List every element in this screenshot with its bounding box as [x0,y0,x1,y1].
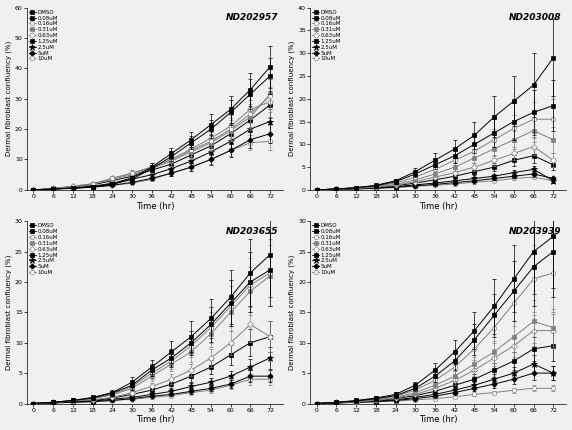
Y-axis label: Dermal fibroblast confluency (%): Dermal fibroblast confluency (%) [6,255,12,370]
Legend: DMSO, 0.08uM, 0.16uM, 0.31uM, 0.63uM, 1.25uM, 2.5uM, 5uM, 10uM: DMSO, 0.08uM, 0.16uM, 0.31uM, 0.63uM, 1.… [29,223,58,276]
Legend: DMSO, 0.08uM, 0.16uM, 0.31uM, 0.63uM, 1.25uM, 2.5uM, 5uM, 10uM: DMSO, 0.08uM, 0.16uM, 0.31uM, 0.63uM, 1.… [312,223,341,276]
Text: ND202957: ND202957 [225,13,278,22]
X-axis label: Time (hr): Time (hr) [419,415,458,424]
Legend: DMSO, 0.08uM, 0.16uM, 0.31uM, 0.63uM, 1.25uM, 2.5uM, 5uM, 10uM: DMSO, 0.08uM, 0.16uM, 0.31uM, 0.63uM, 1.… [312,9,341,62]
X-axis label: Time (hr): Time (hr) [136,202,174,211]
Text: ND203655: ND203655 [225,227,278,236]
Y-axis label: Dermal fibroblast confluency (%): Dermal fibroblast confluency (%) [289,255,295,370]
Legend: DMSO, 0.08uM, 0.16uM, 0.31uM, 0.63uM, 1.25uM, 2.5uM, 5uM, 10uM: DMSO, 0.08uM, 0.16uM, 0.31uM, 0.63uM, 1.… [29,9,58,62]
Y-axis label: Dermal fibroblast confluency (%): Dermal fibroblast confluency (%) [6,41,12,157]
X-axis label: Time (hr): Time (hr) [136,415,174,424]
Text: ND203008: ND203008 [509,13,561,22]
Y-axis label: Dermal fibroblast confluency (%): Dermal fibroblast confluency (%) [289,41,295,157]
Text: ND203939: ND203939 [509,227,561,236]
X-axis label: Time (hr): Time (hr) [419,202,458,211]
